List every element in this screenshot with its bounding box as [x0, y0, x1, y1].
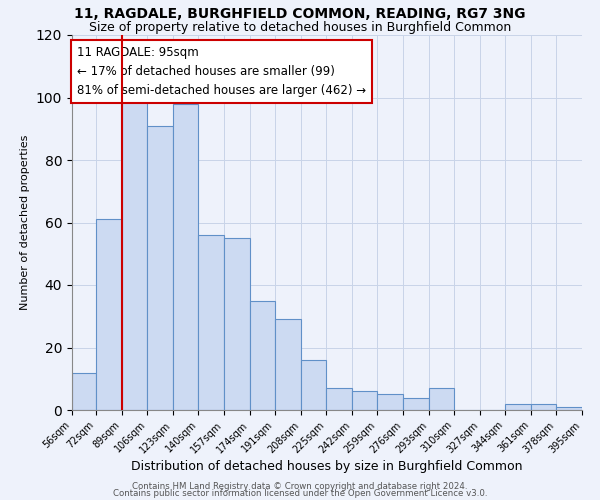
Bar [556, 407, 582, 410]
Bar [250, 300, 275, 410]
Bar [301, 360, 326, 410]
Bar [147, 126, 173, 410]
Bar [428, 388, 454, 410]
Y-axis label: Number of detached properties: Number of detached properties [20, 135, 31, 310]
Text: Contains public sector information licensed under the Open Government Licence v3: Contains public sector information licen… [113, 490, 487, 498]
Bar [275, 320, 301, 410]
Bar [122, 94, 147, 410]
Bar [352, 391, 377, 410]
Bar [326, 388, 352, 410]
Bar [377, 394, 403, 410]
X-axis label: Distribution of detached houses by size in Burghfield Common: Distribution of detached houses by size … [131, 460, 523, 473]
Bar [173, 104, 199, 410]
Bar [199, 235, 224, 410]
Bar [72, 372, 96, 410]
Bar [96, 220, 122, 410]
Bar [403, 398, 428, 410]
Text: Size of property relative to detached houses in Burghfield Common: Size of property relative to detached ho… [89, 21, 511, 34]
Bar [531, 404, 556, 410]
Text: 11, RAGDALE, BURGHFIELD COMMON, READING, RG7 3NG: 11, RAGDALE, BURGHFIELD COMMON, READING,… [74, 8, 526, 22]
Bar [505, 404, 531, 410]
Bar [224, 238, 250, 410]
Text: Contains HM Land Registry data © Crown copyright and database right 2024.: Contains HM Land Registry data © Crown c… [132, 482, 468, 491]
Text: 11 RAGDALE: 95sqm
← 17% of detached houses are smaller (99)
81% of semi-detached: 11 RAGDALE: 95sqm ← 17% of detached hous… [77, 46, 366, 97]
